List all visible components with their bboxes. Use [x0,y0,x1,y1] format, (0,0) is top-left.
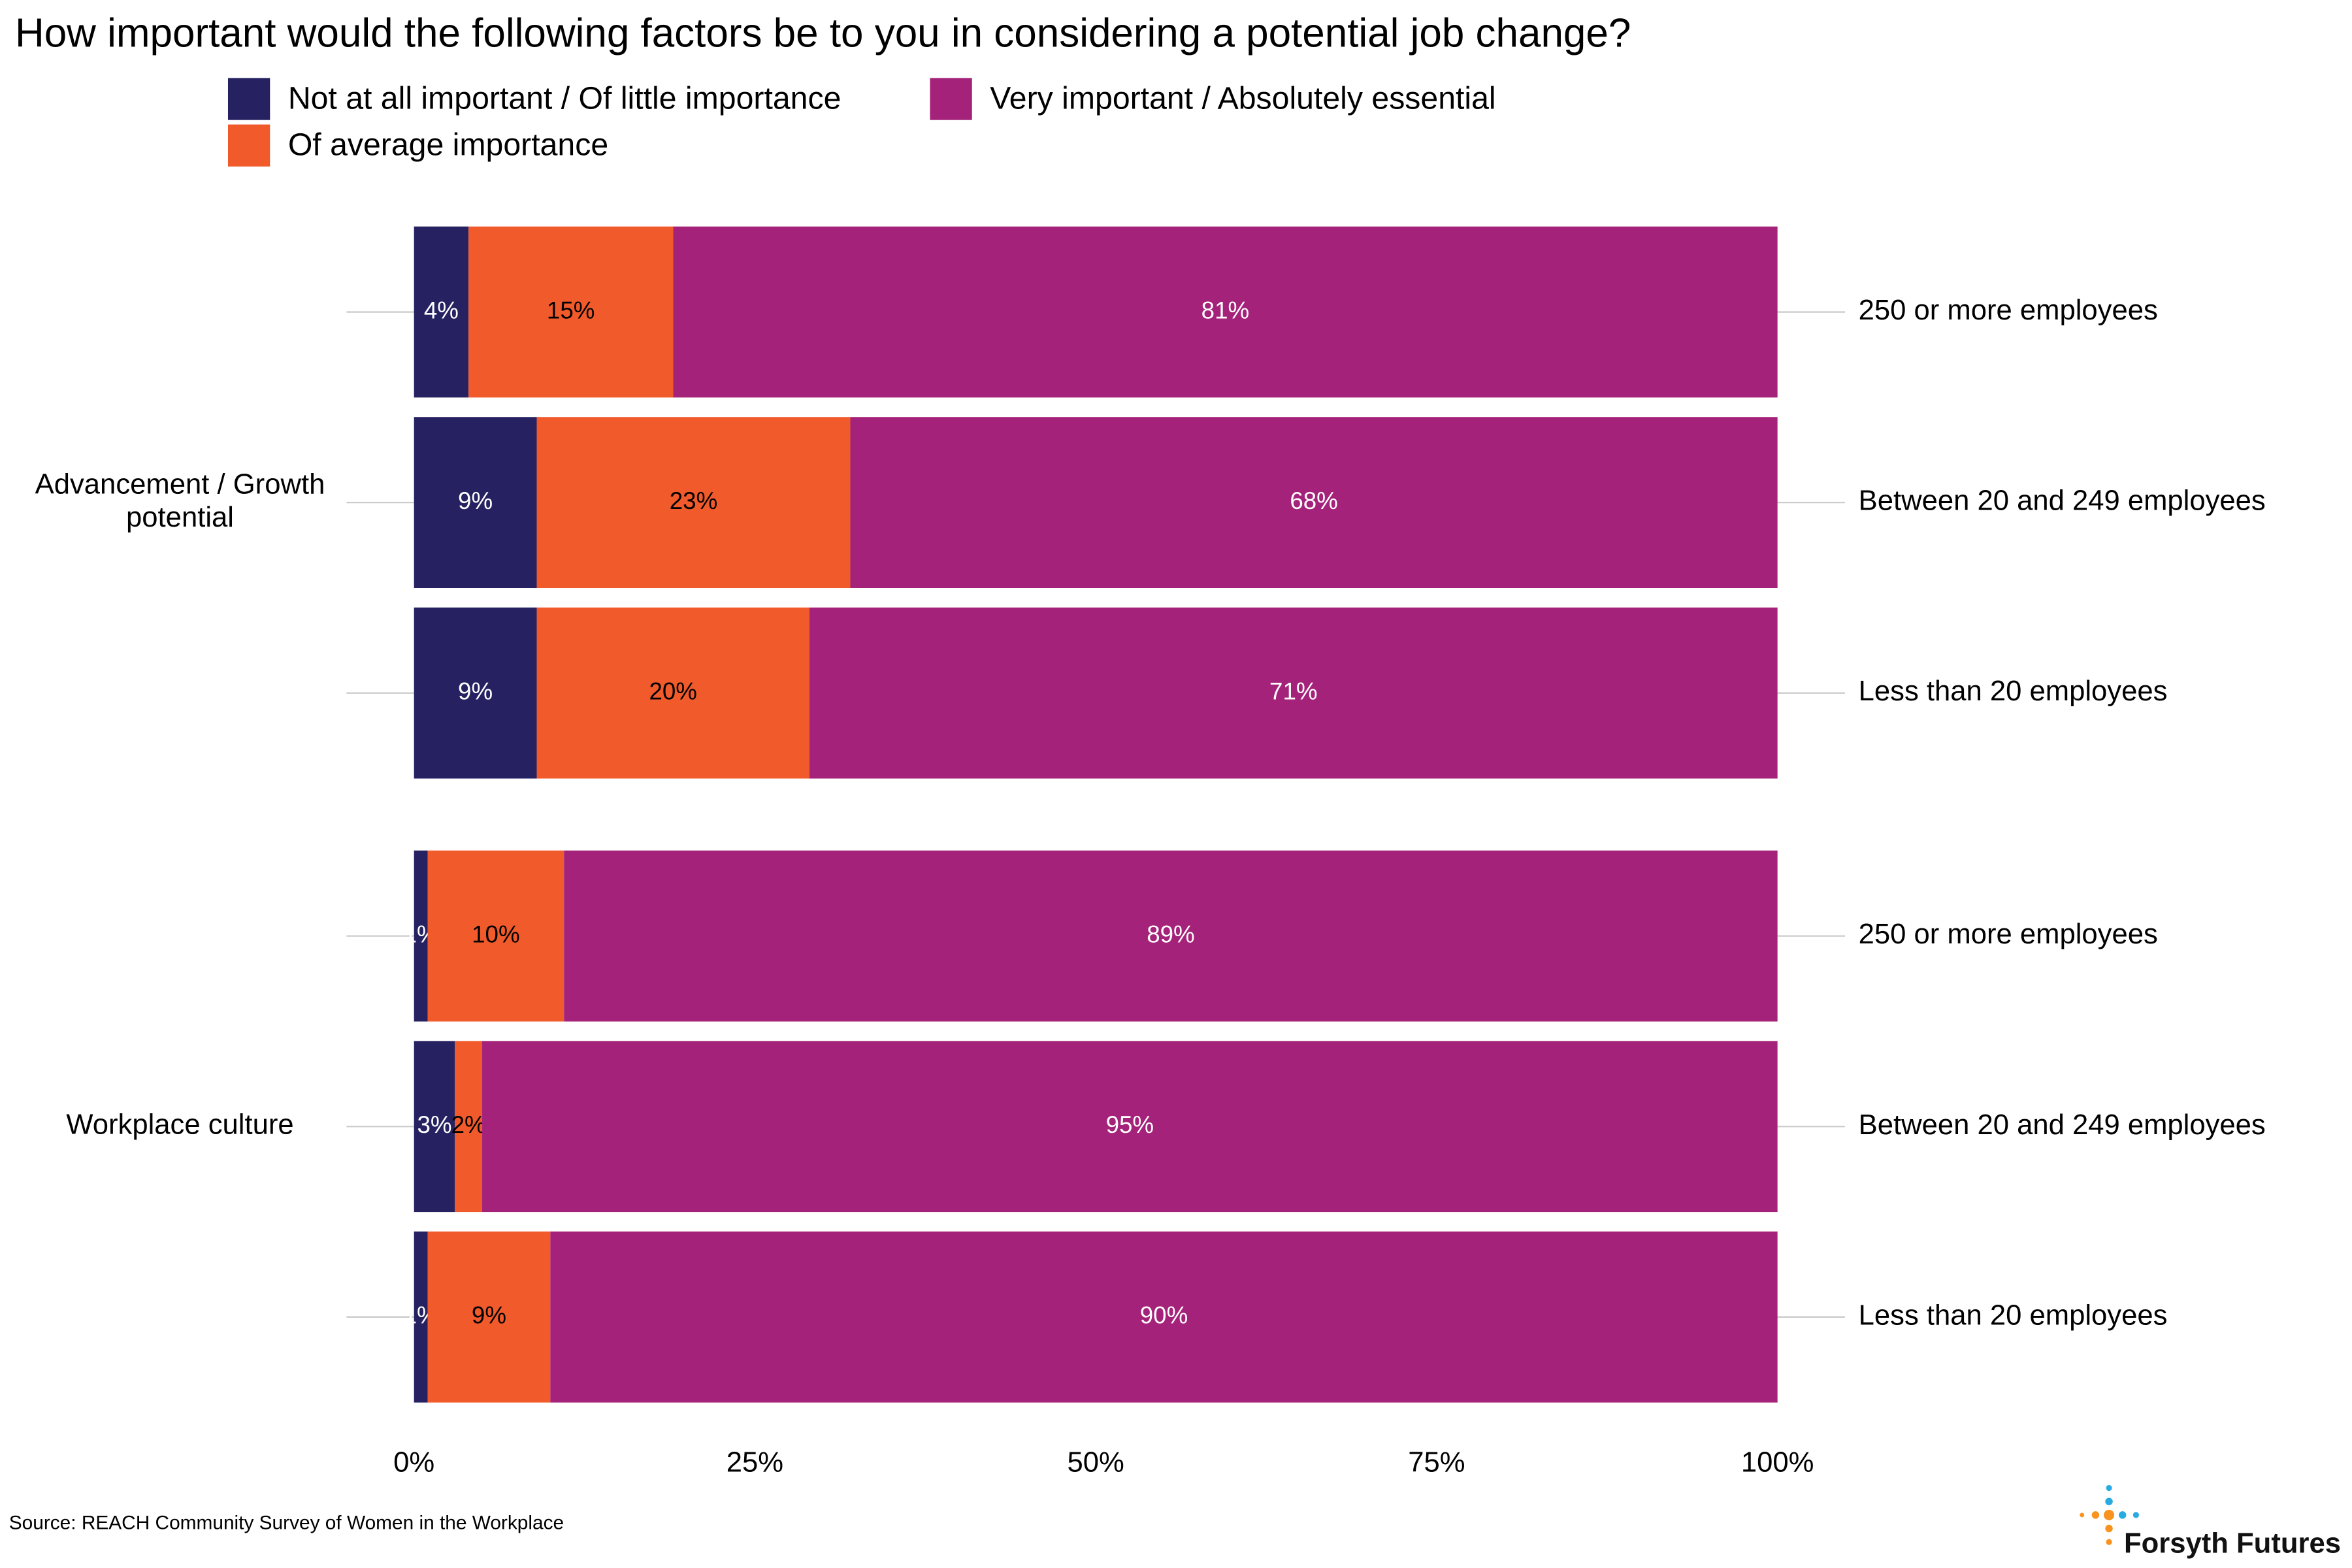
bar-segment [414,1231,428,1403]
bar-segment [564,850,1778,1022]
bar-segment [427,1231,551,1403]
bar-segment [414,226,469,398]
data-label: 71% [1269,678,1318,704]
data-label: 9% [458,678,493,704]
bar-segment [550,1231,1778,1403]
chart-title: How important would the following factor… [15,10,1631,56]
bar-segment [536,417,851,589]
bar-segment [673,226,1778,398]
category-label: Less than 20 employees [1859,676,2168,707]
group-label: Advancement / Growth potential [35,469,325,534]
category-label: Between 20 and 249 employees [1859,1109,2266,1141]
group-label: Workplace culture [66,1109,294,1142]
data-label: 9% [458,487,493,514]
bar-segment [536,607,809,779]
bar-segment [850,417,1778,589]
data-label: 95% [1106,1111,1154,1138]
data-label: 10% [472,921,520,947]
legend-label: Of average importance [288,127,608,163]
bar-segment [468,226,674,398]
legend-swatch [227,124,270,167]
data-label: 9% [472,1302,506,1329]
bar-segment [414,607,537,779]
data-label: 68% [1290,487,1337,514]
legend-swatch [930,78,972,120]
data-label: 90% [1140,1302,1188,1329]
data-label: 89% [1147,921,1194,947]
logo-text: Forsyth Futures [2124,1527,2341,1559]
data-label: 81% [1201,297,1250,323]
category-label: 250 or more employees [1859,919,2158,950]
x-tick-label: 100% [1741,1446,1814,1478]
legend-label: Very important / Absolutely essential [990,81,1495,116]
logo-dots [2080,1484,2139,1545]
category-label: Between 20 and 249 employees [1859,485,2266,517]
category-label: 250 or more employees [1859,295,2158,326]
bar-segment [482,1041,1778,1213]
data-label: 3% [417,1111,451,1138]
bar-segment [455,1041,483,1213]
data-label: 23% [670,487,718,514]
bar-segment [414,417,537,589]
x-tick-label: 25% [727,1446,783,1478]
bar-segment [414,1041,455,1213]
x-tick-label: 0% [393,1446,434,1478]
group-label-box: Workplace culture [66,1109,294,1142]
data-label: 2% [451,1111,486,1138]
legend-swatch [227,78,270,120]
x-tick-label: 50% [1068,1446,1124,1478]
data-label: 15% [547,297,595,323]
data-label: 20% [649,678,697,704]
bar-segment [427,850,564,1022]
bar-segment [809,607,1778,779]
legend-label: Not at all important / Of little importa… [288,81,841,116]
data-label: 4% [424,297,459,323]
bar-segment [414,850,428,1022]
group-label-box: Advancement / Growth potential [35,469,325,534]
x-tick-label: 75% [1408,1446,1465,1478]
source: Source: REACH Community Survey of Women … [9,1512,564,1534]
category-label: Less than 20 employees [1859,1299,2168,1331]
